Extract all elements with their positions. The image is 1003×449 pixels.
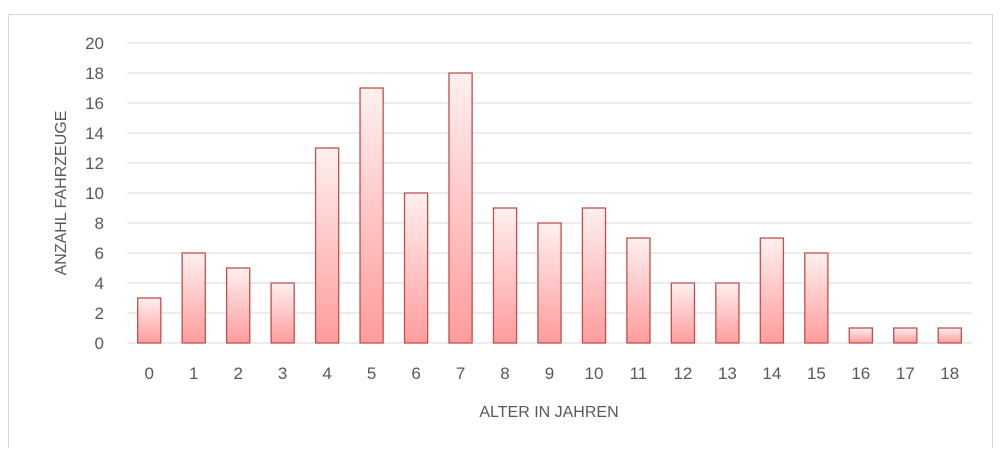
bar-age-1 xyxy=(181,252,206,344)
x-tick-label: 13 xyxy=(718,364,737,383)
bar-age-7 xyxy=(448,72,473,344)
bar-age-8 xyxy=(492,207,518,344)
y-tick-label: 0 xyxy=(95,334,104,353)
x-tick-label: 6 xyxy=(411,364,420,383)
y-tick-label: 16 xyxy=(85,94,104,113)
bar-age-10 xyxy=(581,207,607,344)
bars xyxy=(137,72,962,344)
y-tick-label: 2 xyxy=(95,304,104,323)
bar-age-17 xyxy=(893,327,918,344)
x-tick-label: 4 xyxy=(322,364,331,383)
y-tick-label: 6 xyxy=(95,244,104,263)
bar-age-14 xyxy=(759,237,785,344)
bar-age-15 xyxy=(804,252,829,344)
y-tick-label: 14 xyxy=(85,124,104,143)
x-tick-label: 15 xyxy=(807,364,826,383)
x-tick-label: 10 xyxy=(585,364,604,383)
bar-age-16 xyxy=(848,327,874,344)
x-tick-labels: 0 1 2 3 4 5 6 7 8 9 10 11 12 13 14 15 16 17 18 xyxy=(145,364,960,383)
x-tick-label: 18 xyxy=(940,364,959,383)
x-tick-label: 8 xyxy=(500,364,509,383)
bar-age-5 xyxy=(359,87,384,344)
y-tick-labels: 0 2 4 6 8 10 12 14 16 18 20 xyxy=(85,34,104,353)
bar-age-9 xyxy=(537,222,562,344)
x-tick-label: 11 xyxy=(630,364,648,383)
x-tick-label: 0 xyxy=(145,364,154,383)
bar-age-2 xyxy=(225,267,251,344)
x-tick-label: 3 xyxy=(278,364,287,383)
x-tick-label: 9 xyxy=(545,364,554,383)
y-axis-title: ANZAHL FAHRZEUGE xyxy=(53,111,70,276)
y-tick-label: 20 xyxy=(85,34,104,53)
x-axis-title: ALTER IN JAHREN xyxy=(479,404,618,421)
bar-age-6 xyxy=(403,192,429,344)
bar-age-12 xyxy=(670,282,696,344)
x-tick-label: 14 xyxy=(762,364,781,383)
y-tick-label: 12 xyxy=(85,154,104,173)
y-tick-label: 4 xyxy=(95,274,104,293)
bar-age-18 xyxy=(937,327,962,344)
y-tick-label: 8 xyxy=(95,214,104,233)
y-tick-label: 18 xyxy=(85,64,104,83)
y-tick-label: 10 xyxy=(85,184,104,203)
x-tick-label: 17 xyxy=(896,364,915,383)
x-tick-label: 1 xyxy=(189,364,198,383)
bar-age-0 xyxy=(137,297,162,344)
x-tick-label: 16 xyxy=(851,364,870,383)
x-tick-label: 12 xyxy=(673,364,692,383)
x-tick-label: 5 xyxy=(367,364,376,383)
bar-age-13 xyxy=(715,282,740,344)
bar-age-4 xyxy=(314,147,340,344)
x-tick-label: 2 xyxy=(233,364,242,383)
x-tick-label: 7 xyxy=(456,364,465,383)
bar-age-3 xyxy=(270,282,295,344)
bar-age-11 xyxy=(626,237,651,344)
